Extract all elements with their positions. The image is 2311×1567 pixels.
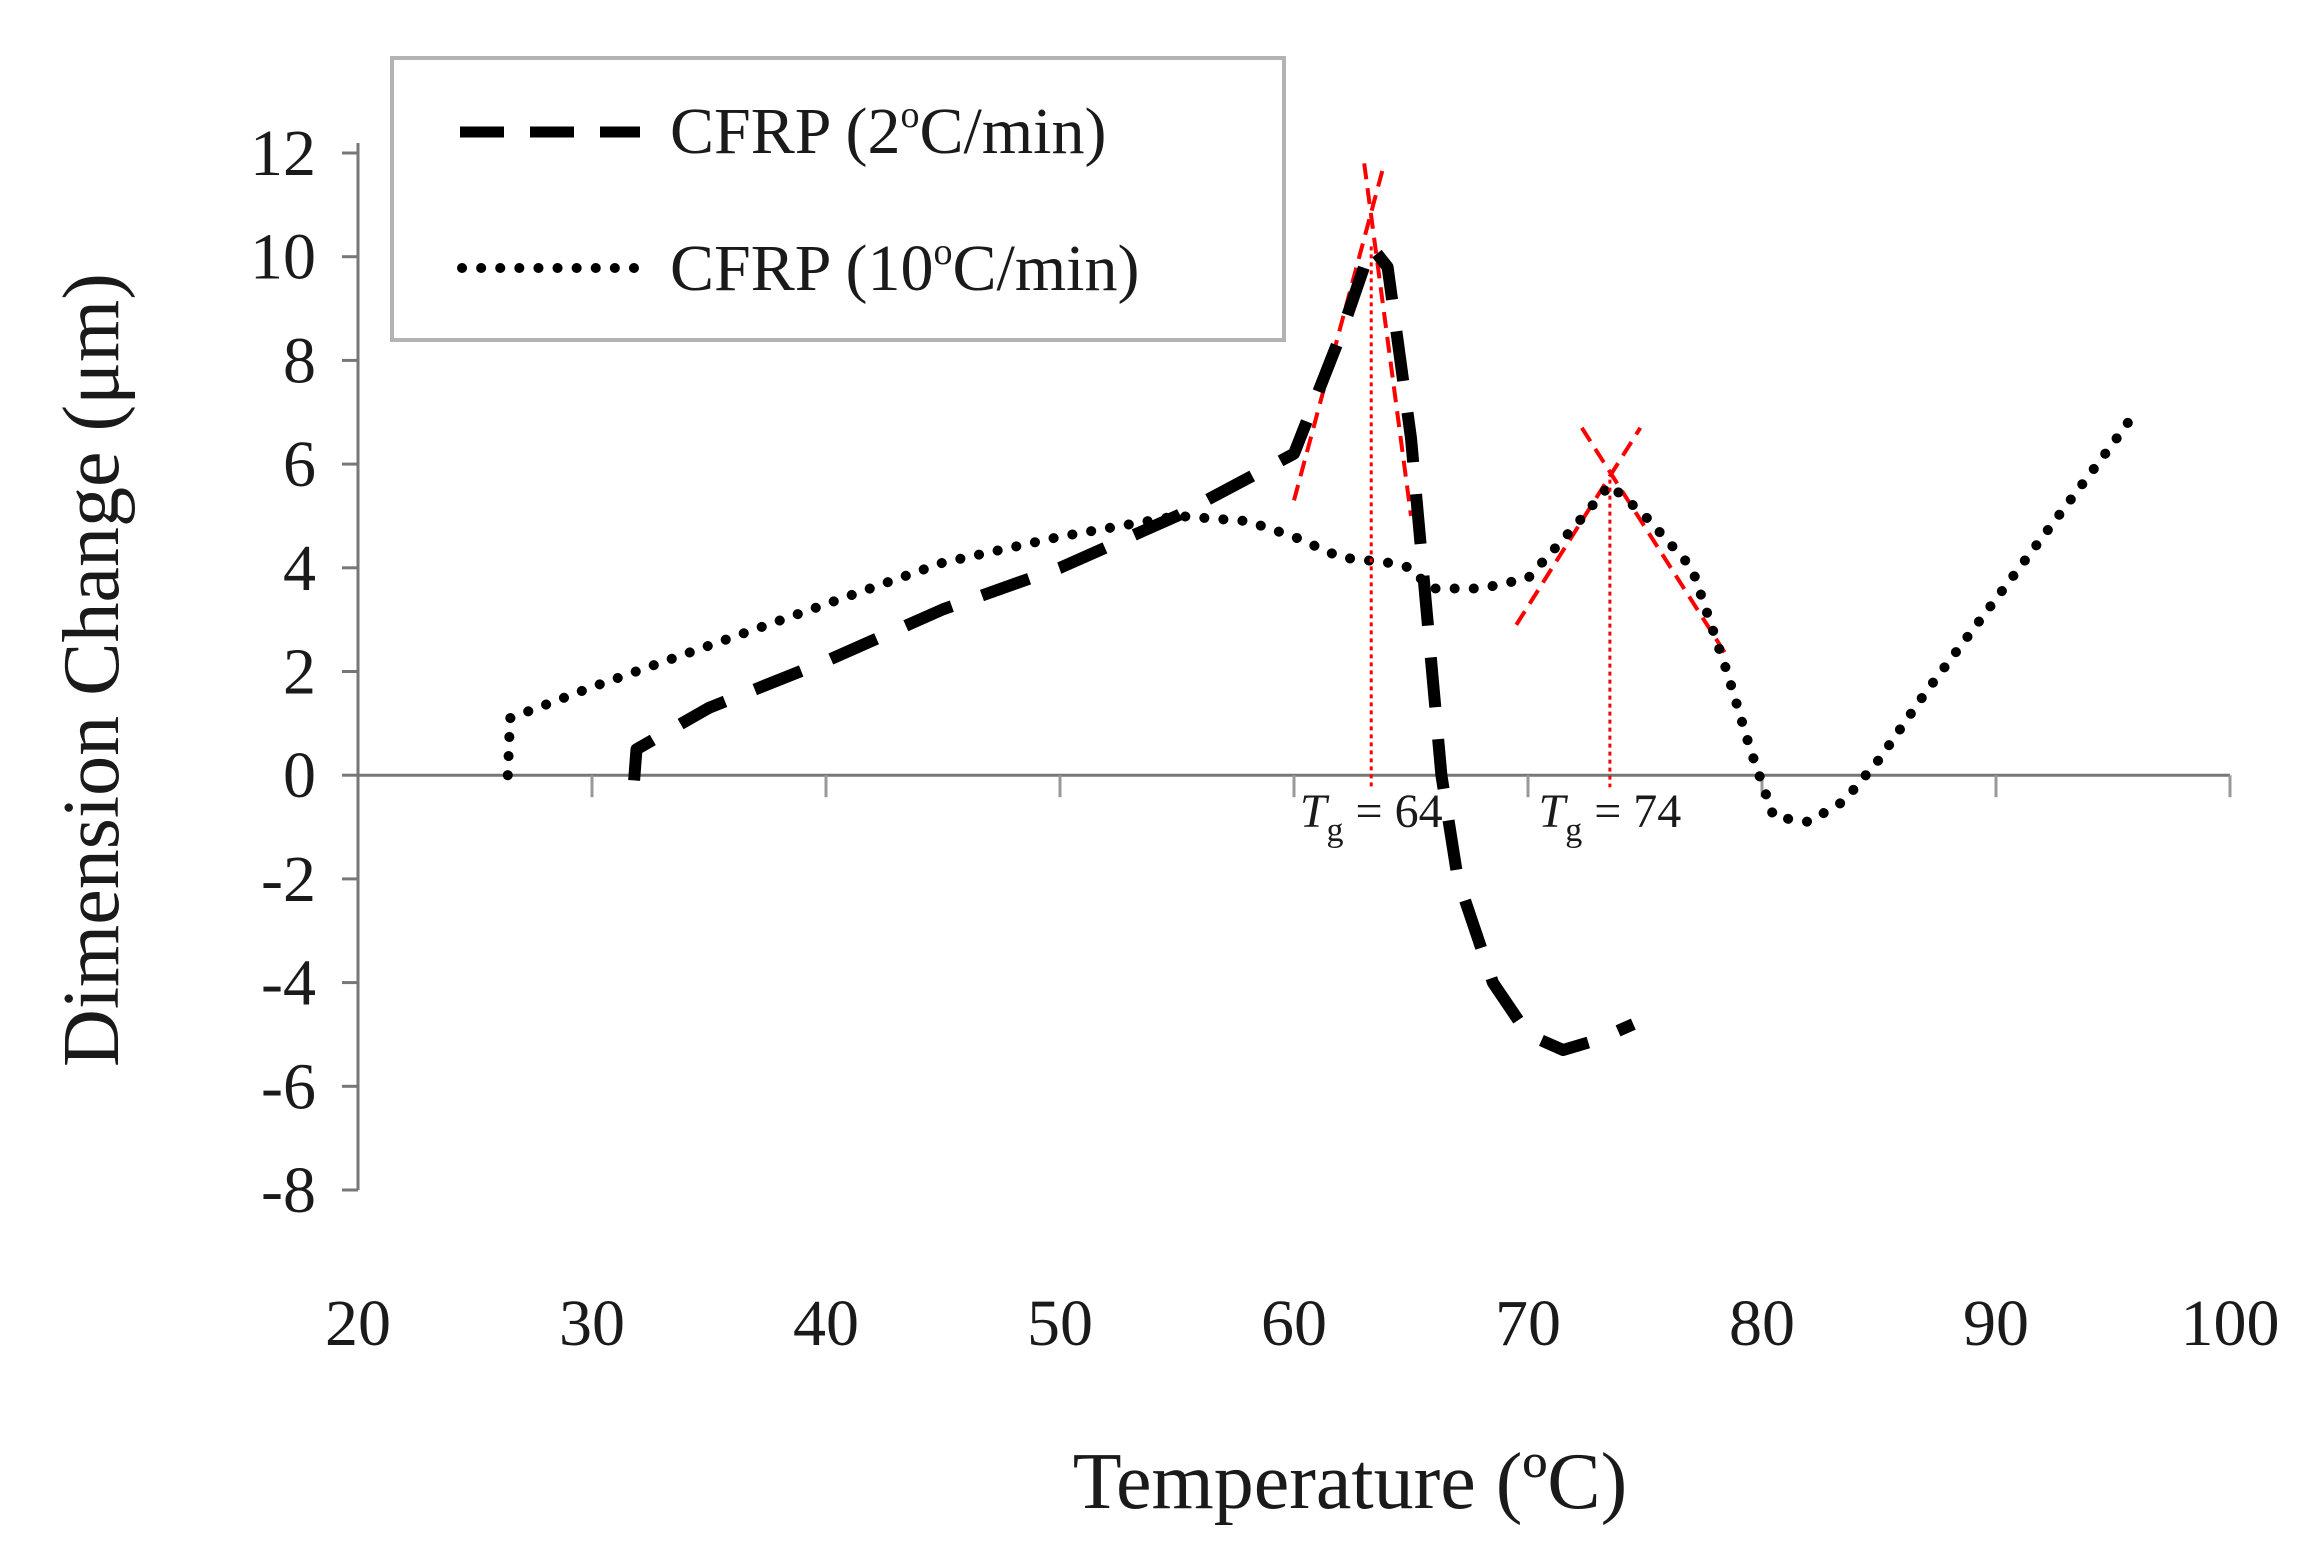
x-tick-label: 30 (559, 1287, 625, 1360)
y-tick-label: 6 (283, 428, 316, 501)
y-tick-label: 10 (250, 221, 316, 294)
x-tick-label: 70 (1495, 1287, 1561, 1360)
x-tick-label: 100 (2181, 1287, 2280, 1360)
series-line-2c-per-min (628, 240, 1636, 1056)
x-axis-title: Temperature (ºC) (1073, 1438, 1628, 1526)
tangent-line (1362, 163, 1413, 517)
x-tick-label: 90 (1963, 1287, 2029, 1360)
x-tick-label: 80 (1729, 1287, 1795, 1360)
y-tick-label: 4 (283, 532, 316, 605)
y-tick-label: -4 (261, 947, 316, 1020)
tg-annotation: Tg = 74 (1539, 785, 1682, 849)
legend-entry-2c: CFRP (2oC/min) (670, 94, 1107, 168)
y-axis-title: Dimension Change (μm) (48, 273, 136, 1067)
x-tick-label: 60 (1261, 1287, 1327, 1360)
tangent-line (1580, 426, 1729, 658)
series-line-10c-per-min (502, 412, 2137, 827)
y-tick-label: 0 (283, 739, 316, 812)
x-tick-label: 50 (1027, 1287, 1093, 1360)
y-tick-label: -8 (261, 1154, 316, 1227)
y-tick-label: 2 (283, 636, 316, 709)
legend-entry-10c: CFRP (10oC/min) (670, 231, 1140, 305)
x-tick-label: 40 (793, 1287, 859, 1360)
legend-box (390, 56, 1286, 342)
y-tick-label: -2 (261, 843, 316, 916)
y-tick-label: 8 (283, 324, 316, 397)
x-tick-label: 20 (325, 1287, 391, 1360)
tg-annotation: Tg = 64 (1300, 785, 1443, 849)
y-tick-label: -6 (261, 1050, 316, 1123)
tangent-line (1514, 426, 1643, 626)
tangent-line (1292, 168, 1385, 501)
y-tick-label: 12 (250, 117, 316, 190)
